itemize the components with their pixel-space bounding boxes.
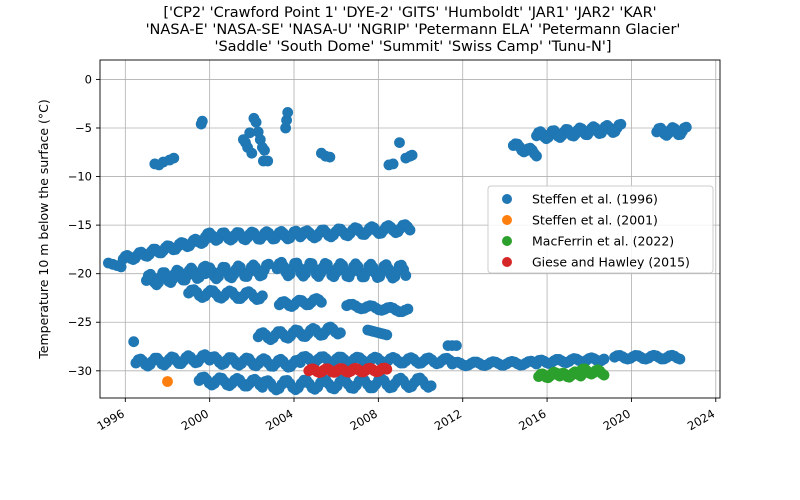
x-tick-label: 2008 xyxy=(348,406,380,433)
x-tick-label: 2004 xyxy=(263,406,295,433)
data-point xyxy=(531,150,542,162)
series-1-points xyxy=(103,107,692,396)
chart-legend: Steffen et al. (1996) Steffen et al. (200… xyxy=(487,185,714,274)
data-point xyxy=(257,290,268,302)
data-point xyxy=(128,336,140,348)
data-point xyxy=(404,224,416,236)
data-point xyxy=(400,270,412,281)
data-point xyxy=(615,118,627,130)
y-tick-label: −30 xyxy=(68,364,92,378)
legend-marker xyxy=(502,236,512,246)
data-point xyxy=(406,149,418,161)
x-tick-label: 2020 xyxy=(601,406,633,433)
data-point xyxy=(381,329,393,341)
legend-label: Steffen et al. (1996) xyxy=(532,192,658,207)
x-tick-label: 2000 xyxy=(179,406,211,433)
y-axis-label: Temperature 10 m below the surface (°C) xyxy=(36,99,51,360)
series-3-points xyxy=(533,363,610,384)
data-point xyxy=(674,353,686,365)
x-tick-label: 1996 xyxy=(94,406,126,433)
data-point xyxy=(381,363,393,375)
data-point xyxy=(387,158,399,170)
legend-label: Steffen et al. (2001) xyxy=(532,213,658,228)
series-2-points xyxy=(162,376,173,387)
y-tick-label: 0 xyxy=(85,72,92,86)
chart-title-line-2: 'NASA-E' 'NASA-SE' 'NASA-U' 'NGRIP' 'Pet… xyxy=(146,22,681,38)
data-point xyxy=(196,115,208,127)
data-point xyxy=(324,151,336,163)
data-point xyxy=(259,144,270,156)
data-point xyxy=(282,107,294,118)
series-4-points xyxy=(303,362,393,378)
x-tick-label: 2016 xyxy=(516,406,548,433)
y-tick-label: −10 xyxy=(68,170,92,184)
data-point xyxy=(402,303,414,315)
data-point xyxy=(262,155,274,167)
legend-label: Giese and Hawley (2015) xyxy=(532,255,690,270)
data-point xyxy=(263,258,275,270)
data-point xyxy=(316,296,327,308)
chart-title-line-3: 'Saddle' 'South Dome' 'Summit' 'Swiss Ca… xyxy=(214,39,611,55)
legend-marker xyxy=(502,215,512,225)
y-tick-label: −25 xyxy=(68,315,92,329)
x-tick-label: 2024 xyxy=(685,406,717,433)
data-point xyxy=(335,327,346,339)
plot-area-frame xyxy=(99,59,721,399)
data-point xyxy=(250,116,262,128)
data-point xyxy=(598,369,610,381)
legend-marker xyxy=(502,257,512,267)
data-point xyxy=(162,376,173,387)
data-point xyxy=(394,137,405,149)
data-point xyxy=(598,353,610,365)
data-point xyxy=(451,340,462,351)
data-points xyxy=(103,107,692,396)
chart-title-line-1: ['CP2' 'Crawford Point 1' 'DYE-2' 'GITS'… xyxy=(163,5,656,21)
data-point xyxy=(246,147,258,159)
y-tick-label: −15 xyxy=(68,218,92,232)
legend-frame xyxy=(487,185,714,274)
y-tick-label: −5 xyxy=(75,121,92,135)
data-point xyxy=(425,380,437,392)
data-point xyxy=(168,152,180,164)
chart-title: ['CP2' 'Crawford Point 1' 'DYE-2' 'GITS'… xyxy=(146,5,681,55)
legend-label: MacFerrin et al. (2022) xyxy=(532,234,674,249)
data-point xyxy=(680,121,692,133)
y-tick-label: −20 xyxy=(68,267,92,281)
data-point xyxy=(244,127,256,139)
x-tick-label: 2012 xyxy=(432,406,464,433)
legend-marker xyxy=(502,194,512,204)
